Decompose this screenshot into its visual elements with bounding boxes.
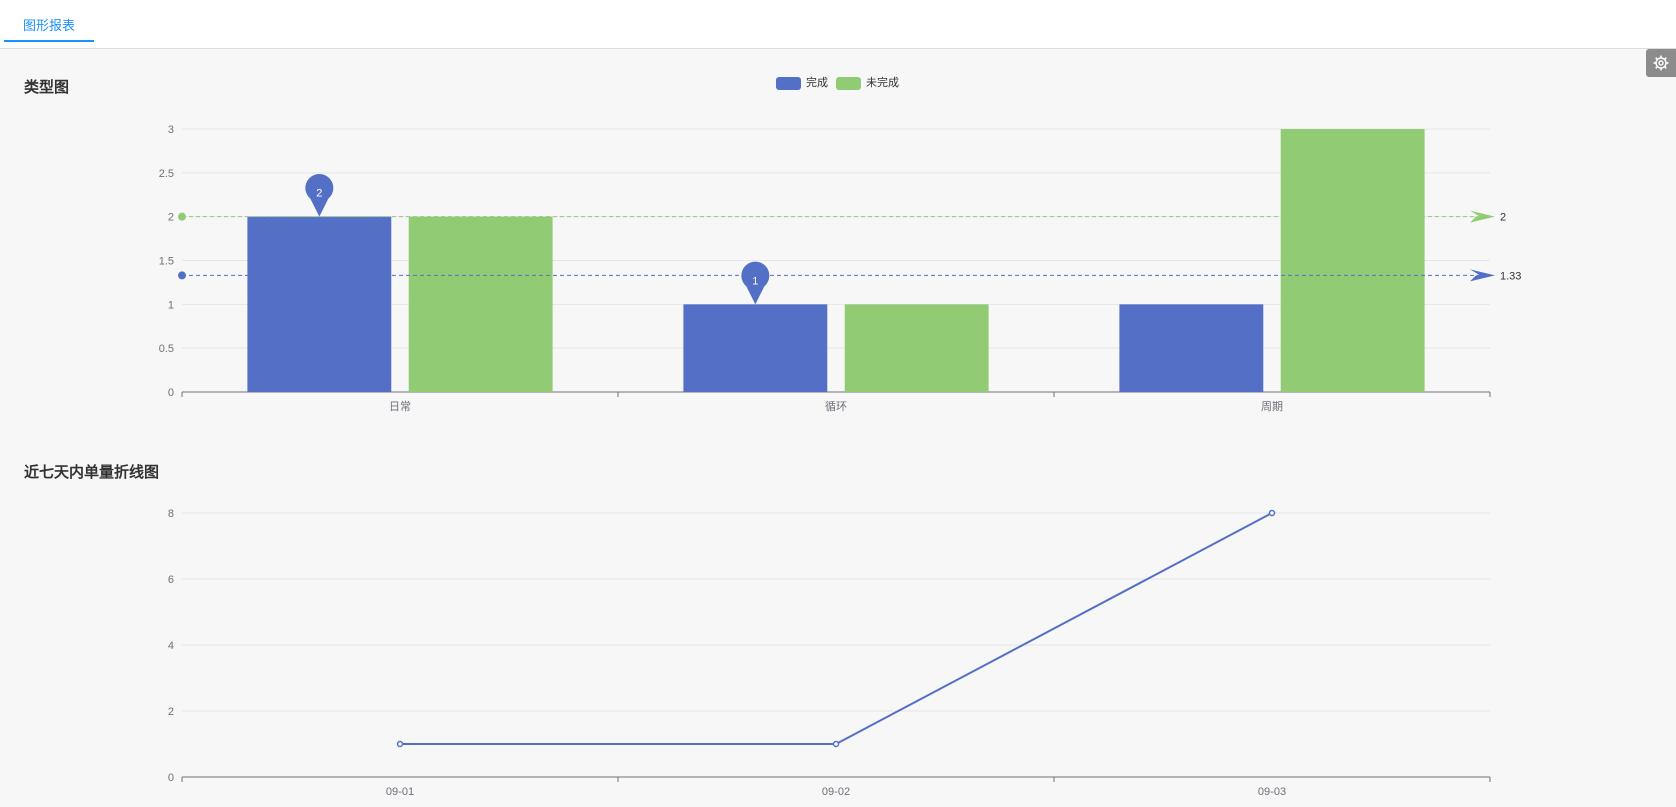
- legend-label-incomplete: 未完成: [866, 77, 899, 89]
- y-tick-label: 3: [168, 124, 174, 136]
- y-tick-label: 0: [168, 772, 174, 784]
- x-tick-label: 09-01: [386, 786, 414, 798]
- min-pin: [741, 261, 770, 305]
- average-label: 2: [1500, 212, 1506, 224]
- gear-icon: [1653, 55, 1669, 71]
- y-tick-label: 1.5: [159, 256, 174, 268]
- y-tick-label: 0: [168, 387, 174, 399]
- y-tick-label: 6: [168, 574, 174, 586]
- bar-complete: [247, 216, 392, 392]
- y-tick-label: 1: [168, 299, 174, 311]
- y-tick-label: 2: [168, 212, 174, 224]
- x-tick-label: 日常: [389, 400, 411, 413]
- x-tick-label: 09-03: [1258, 786, 1286, 798]
- y-tick-label: 0.5: [159, 343, 174, 355]
- bar-complete: [1119, 304, 1264, 392]
- max-pin-label: 2: [316, 188, 322, 200]
- max-pin: [305, 173, 334, 217]
- y-tick-label: 8: [168, 508, 174, 520]
- bar-chart: 0 0.5 1 1.5 2 2.5 3 日常 循环 周期 2 1 1.33 2: [159, 124, 1522, 413]
- settings-button[interactable]: [1646, 49, 1676, 77]
- average-arrow: [1470, 210, 1495, 223]
- tab-chart-report[interactable]: 图形报表: [4, 0, 94, 42]
- top-bar: 图形报表: [0, 0, 1676, 49]
- bar-chart-title: 类型图: [24, 79, 70, 96]
- average-line-start: [178, 212, 186, 221]
- bar-incomplete: [408, 216, 553, 392]
- legend-swatch-complete: [776, 77, 801, 90]
- line-point: [396, 740, 404, 748]
- line-point: [1268, 509, 1276, 517]
- bar-incomplete: [1280, 129, 1425, 392]
- y-tick-label: 4: [168, 640, 174, 652]
- x-tick-label: 09-02: [822, 786, 850, 798]
- average-line-start: [178, 271, 186, 280]
- y-tick-label: 2: [168, 706, 174, 718]
- min-pin-label: 1: [752, 275, 758, 287]
- line-series: [400, 512, 1273, 745]
- bar-complete: [683, 304, 828, 392]
- average-arrow: [1470, 269, 1495, 282]
- line-chart-title: 近七天内单量折线图: [24, 464, 160, 481]
- legend-swatch-incomplete: [836, 77, 861, 90]
- y-tick-label: 2.5: [159, 168, 174, 180]
- legend-label-complete: 完成: [806, 77, 828, 89]
- line-point: [832, 740, 840, 748]
- bar-incomplete: [844, 304, 989, 392]
- x-tick-label: 周期: [1261, 400, 1283, 413]
- x-tick-label: 循环: [825, 400, 847, 413]
- average-label: 1.33: [1500, 270, 1521, 282]
